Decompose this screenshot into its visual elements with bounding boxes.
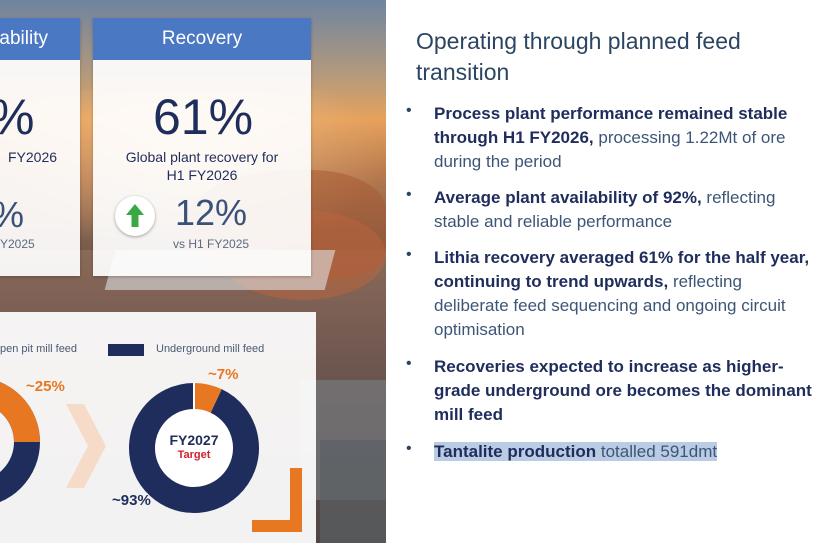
fy2027-open-pit-pct: ~7% [208, 366, 239, 383]
bullet-dot: • [406, 440, 412, 457]
recovery-card-title: Recovery [93, 18, 311, 60]
fy2027-center-label: FY2027 Target [164, 432, 224, 461]
fy2027-center-sub: Target [177, 449, 211, 461]
tantalite-highlight: Tantalite production totalled 591dmt [434, 442, 718, 461]
orange-corner-bracket [252, 468, 302, 532]
recovery-subtitle-line1: Global plant recovery for [125, 149, 279, 165]
bullet-dot: • [406, 246, 412, 263]
recovery-subtitle-line2: H1 FY2026 [166, 167, 238, 183]
bullet-5-bold: Tantalite production [434, 442, 597, 461]
plant-structure-2 [320, 440, 386, 543]
availability-change-label: Y2025 [0, 237, 35, 251]
legend-underground-label: Underground mill feed [156, 343, 265, 355]
bullet-2-bold: Average plant availability of 92%, [434, 188, 702, 207]
bullet-dot: • [406, 186, 412, 203]
current-open-pit-pct: ~25% [26, 378, 65, 395]
fy2027-underground-pct: ~93% [112, 492, 151, 509]
transition-chevron-icon [66, 404, 106, 488]
availability-subtitle: FY2026 [8, 149, 58, 165]
section-heading: Operating through planned feed transitio… [416, 28, 741, 85]
up-arrow-icon [115, 196, 155, 236]
bullet-5-text: totalled 591dmt [596, 442, 718, 461]
bullet-1-text: processing 1.22Mt of ore during the peri… [434, 128, 786, 171]
availability-big-value: % [0, 88, 34, 146]
recovery-change-label: vs H1 FY2025 [173, 237, 250, 251]
availability-card-title: ability [0, 18, 80, 60]
fy2027-center-title: FY2027 [169, 432, 219, 448]
availability-card: ability % FY2026 % Y2025 [0, 18, 80, 276]
recovery-card: Recovery 61% Global plant recovery for H… [93, 18, 311, 276]
fy2027-underground-slice [129, 383, 259, 513]
bullet-dot: • [406, 102, 412, 119]
bullet-1-bold: Process plant performance remained stabl… [434, 104, 788, 147]
mine-site-photo: ability % FY2026 % Y2025 Recovery 61% Gl… [0, 0, 386, 543]
legend-underground-swatch [108, 344, 144, 356]
current-feed-open-pit-slice [0, 382, 40, 443]
bullet-3-bold: Lithia recovery averaged 61% for the hal… [434, 248, 810, 291]
bullet-2-text: reflecting stable and reliable performan… [434, 188, 776, 231]
bullet-dot: • [406, 355, 412, 372]
operations-summary: Operating through planned feed transitio… [386, 0, 826, 543]
bullet-3-text: reflecting deliberate feed sequencing an… [434, 272, 786, 339]
recovery-change-value: 12% [175, 192, 248, 233]
recovery-big-value: 61% [153, 89, 254, 145]
legend-open-pit-label: pen pit mill feed [0, 343, 78, 355]
recovery-subtitle: Global plant recovery for H1 FY2026 [93, 148, 311, 184]
current-feed-donut [0, 382, 40, 502]
availability-change-value: % [0, 194, 24, 236]
mill-feed-panel: pen pit mill feed Underground mill feed … [0, 312, 316, 543]
fy2027-target-donut [129, 383, 259, 513]
fy2027-open-pit-slice [193, 383, 222, 413]
bullet-4-bold: Recoveries expected to increase as highe… [434, 357, 812, 424]
